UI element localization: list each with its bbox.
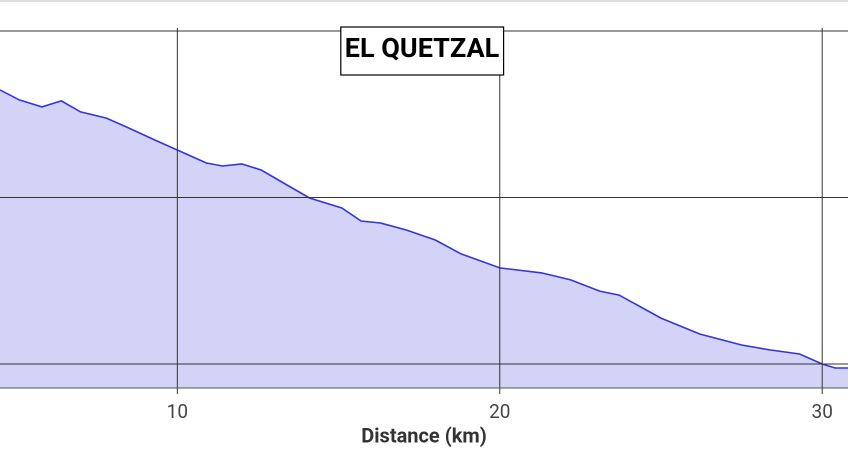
x-tick-label: 30 — [812, 400, 833, 423]
title-box — [340, 26, 505, 76]
area-fill — [0, 89, 848, 389]
chart-title: EL QUETZAL — [345, 32, 500, 64]
x-tick-label: 20 — [489, 400, 510, 423]
area-line — [0, 89, 848, 369]
x-axis-title: Distance (km) — [361, 423, 486, 447]
x-tick-label: 10 — [167, 400, 188, 423]
